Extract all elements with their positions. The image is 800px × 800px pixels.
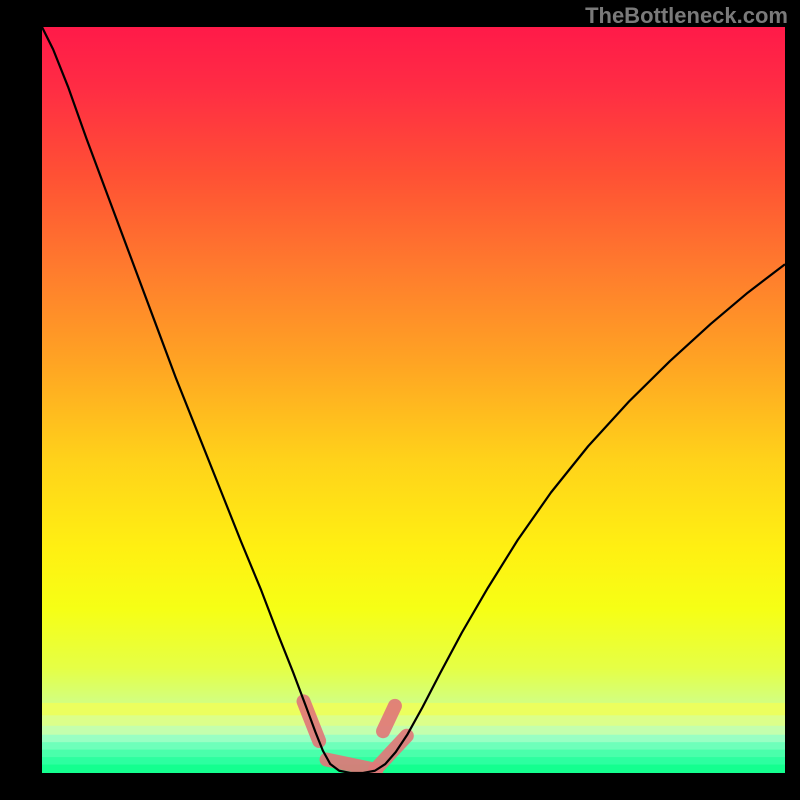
- bottom-band: [42, 757, 785, 765]
- bottom-band: [42, 703, 785, 715]
- plot-svg: [42, 27, 785, 773]
- bottom-band: [42, 764, 785, 773]
- chart-container: TheBottleneck.com: [0, 0, 800, 800]
- bottom-band: [42, 742, 785, 750]
- watermark-text: TheBottleneck.com: [585, 3, 788, 29]
- plot-area: [42, 27, 785, 773]
- bottom-band: [42, 749, 785, 757]
- bottom-band: [42, 725, 785, 734]
- gradient-background: [42, 27, 785, 773]
